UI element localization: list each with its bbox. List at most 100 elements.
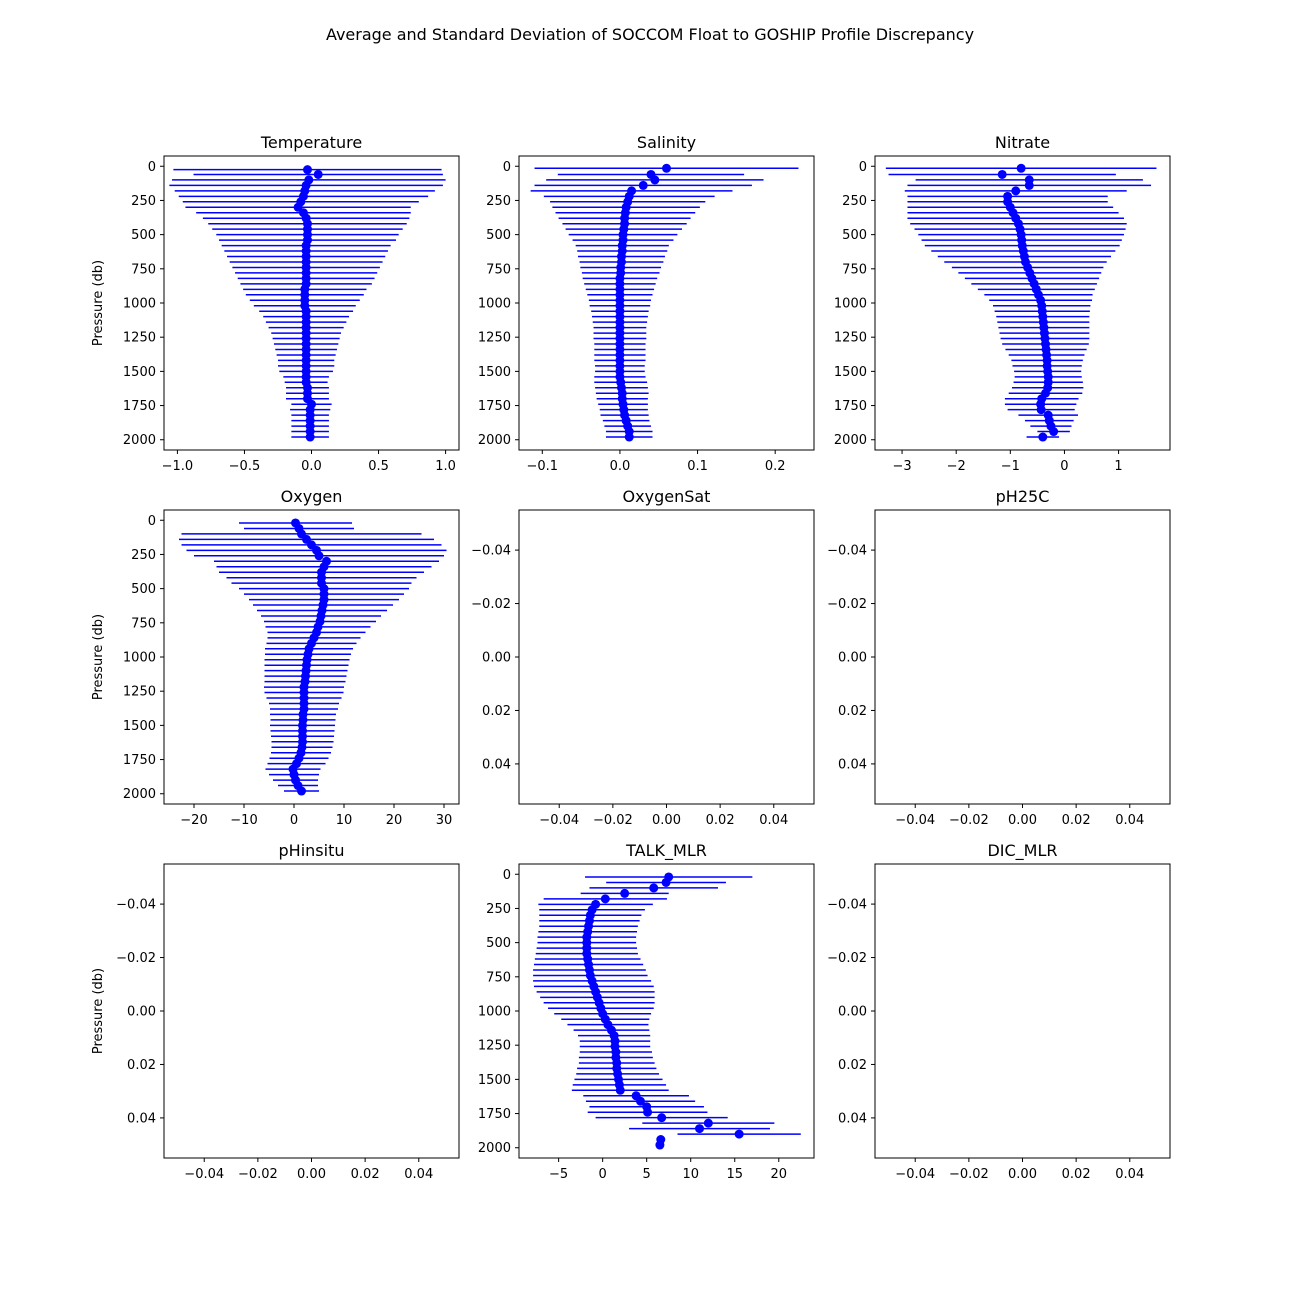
x-tick-label: −0.02 (238, 1167, 278, 1182)
x-tick-label: −1.0 (162, 459, 194, 474)
y-tick-label: 2000 (478, 433, 511, 448)
y-tick-label: −0.04 (827, 544, 867, 559)
x-tick-label: 0.00 (652, 813, 681, 828)
mean-point (703, 1118, 713, 1128)
y-tick-label: −0.02 (471, 597, 511, 612)
x-tick-label: −0.04 (184, 1167, 224, 1182)
subplot-title: Temperature (260, 133, 362, 152)
y-tick-label: 1250 (478, 1039, 511, 1054)
x-tick-label: −0.5 (229, 459, 261, 474)
y-tick-label: 0.02 (838, 1058, 867, 1073)
x-tick-label: 0.5 (368, 459, 389, 474)
y-tick-label: 1000 (123, 297, 156, 312)
y-tick-label: 250 (842, 194, 867, 209)
y-tick-label: 1250 (123, 685, 156, 700)
subplot-temperature: Temperature Pressure (db) −1.0 −0.5 0.0 0.5 1.… (91, 133, 460, 474)
x-tick-label: −10 (230, 813, 257, 828)
y-tick-label: 0 (503, 160, 511, 175)
x-tick-label: 0.04 (1115, 1167, 1144, 1182)
x-tick-label: 0 (290, 813, 298, 828)
profile-series (169, 165, 446, 442)
y-tick-label: 750 (131, 262, 156, 277)
y-tick-label: 250 (486, 194, 511, 209)
mean-point (305, 432, 315, 442)
y-tick-label: 1750 (123, 753, 156, 768)
y-axis-label: Pressure (db) (91, 968, 106, 1054)
axes-frame (874, 509, 1171, 805)
mean-point (297, 786, 306, 796)
subplot-title: pHinsitu (279, 841, 345, 860)
x-tick-label: −0.04 (539, 813, 579, 828)
x-tick-label: 0.02 (351, 1167, 380, 1182)
y-tick-label: 2000 (123, 433, 156, 448)
profile-series (179, 518, 447, 796)
x-tick-label: −0.1 (527, 459, 559, 474)
mean-point (615, 1085, 625, 1095)
subplot-title: Nitrate (995, 133, 1050, 152)
x-tick-label: −0.02 (949, 1167, 989, 1182)
axes-frame (163, 863, 460, 1159)
x-tick-label: 20 (386, 813, 403, 828)
x-tick-label: 0.2 (765, 459, 786, 474)
x-tick-label: −1 (1001, 459, 1020, 474)
mean-point (1049, 427, 1059, 437)
mean-point (734, 1129, 744, 1139)
y-tick-label: 0.04 (127, 1111, 156, 1126)
y-tick-label: −0.04 (827, 898, 867, 913)
y-tick-label: 0.00 (482, 651, 511, 666)
axes-frame (163, 155, 460, 451)
mean-point (624, 432, 634, 442)
x-tick-label: 30 (436, 813, 453, 828)
subplot-ph25c: pH25C −0.04 −0.02 0.00 0.02 0.04 −0.04 −0.02 0.0… (827, 487, 1171, 828)
mean-point (1011, 186, 1021, 196)
x-tick-label: −20 (180, 813, 207, 828)
x-tick-label: 0.02 (1062, 813, 1091, 828)
figure-suptitle: Average and Standard Deviation of SOCCOM… (326, 25, 974, 44)
y-tick-label: 250 (131, 548, 156, 563)
y-axis-label: Pressure (db) (91, 260, 106, 346)
x-tick-label: 0 (599, 1167, 607, 1182)
mean-point (1036, 405, 1046, 415)
y-tick-label: 0.02 (127, 1058, 156, 1073)
mean-point (302, 165, 312, 175)
mean-point (997, 169, 1007, 179)
subplot-title: OxygenSat (623, 487, 711, 506)
y-tick-label: 1500 (123, 719, 156, 734)
profile-series (885, 163, 1157, 442)
x-tick-label: −2 (947, 459, 966, 474)
subplot-title: pH25C (996, 487, 1050, 506)
y-tick-label: 0 (148, 160, 156, 175)
subplot-title: DIC_MLR (987, 841, 1057, 861)
mean-point (600, 894, 610, 904)
y-tick-label: 750 (486, 262, 511, 277)
y-tick-label: −0.02 (116, 951, 156, 966)
y-tick-label: 1750 (834, 399, 867, 414)
y-tick-label: 0.04 (482, 757, 511, 772)
mean-point (638, 180, 648, 190)
profile-series (530, 163, 799, 442)
x-tick-label: 10 (682, 1167, 699, 1182)
y-axis-label: Pressure (db) (91, 614, 106, 700)
x-tick-label: 0.1 (687, 459, 708, 474)
y-tick-label: 750 (486, 970, 511, 985)
y-tick-label: −0.04 (471, 544, 511, 559)
y-tick-label: 500 (131, 582, 156, 597)
y-tick-label: 250 (486, 902, 511, 917)
y-tick-label: 1500 (834, 365, 867, 380)
subplot-dic-mlr: DIC_MLR −0.04 −0.02 0.00 0.02 0.04 −0.04 −0.02 0… (827, 841, 1171, 1182)
mean-point (1038, 432, 1048, 442)
subplot-talk-mlr: TALK_MLR −5 0 5 10 15 20 0 250 500 750 1000 1250 1500… (478, 841, 815, 1182)
y-tick-label: 2000 (834, 433, 867, 448)
x-tick-label: −0.02 (593, 813, 633, 828)
y-tick-label: 1000 (123, 651, 156, 666)
x-tick-label: 1 (1114, 459, 1122, 474)
x-tick-label: 1.0 (435, 459, 456, 474)
axes-frame (163, 509, 460, 805)
y-tick-label: 750 (131, 616, 156, 631)
y-tick-label: 500 (131, 228, 156, 243)
y-tick-label: 2000 (123, 787, 156, 802)
x-tick-label: 0.00 (297, 1167, 326, 1182)
y-tick-label: 1500 (478, 365, 511, 380)
x-tick-label: −5 (549, 1167, 568, 1182)
